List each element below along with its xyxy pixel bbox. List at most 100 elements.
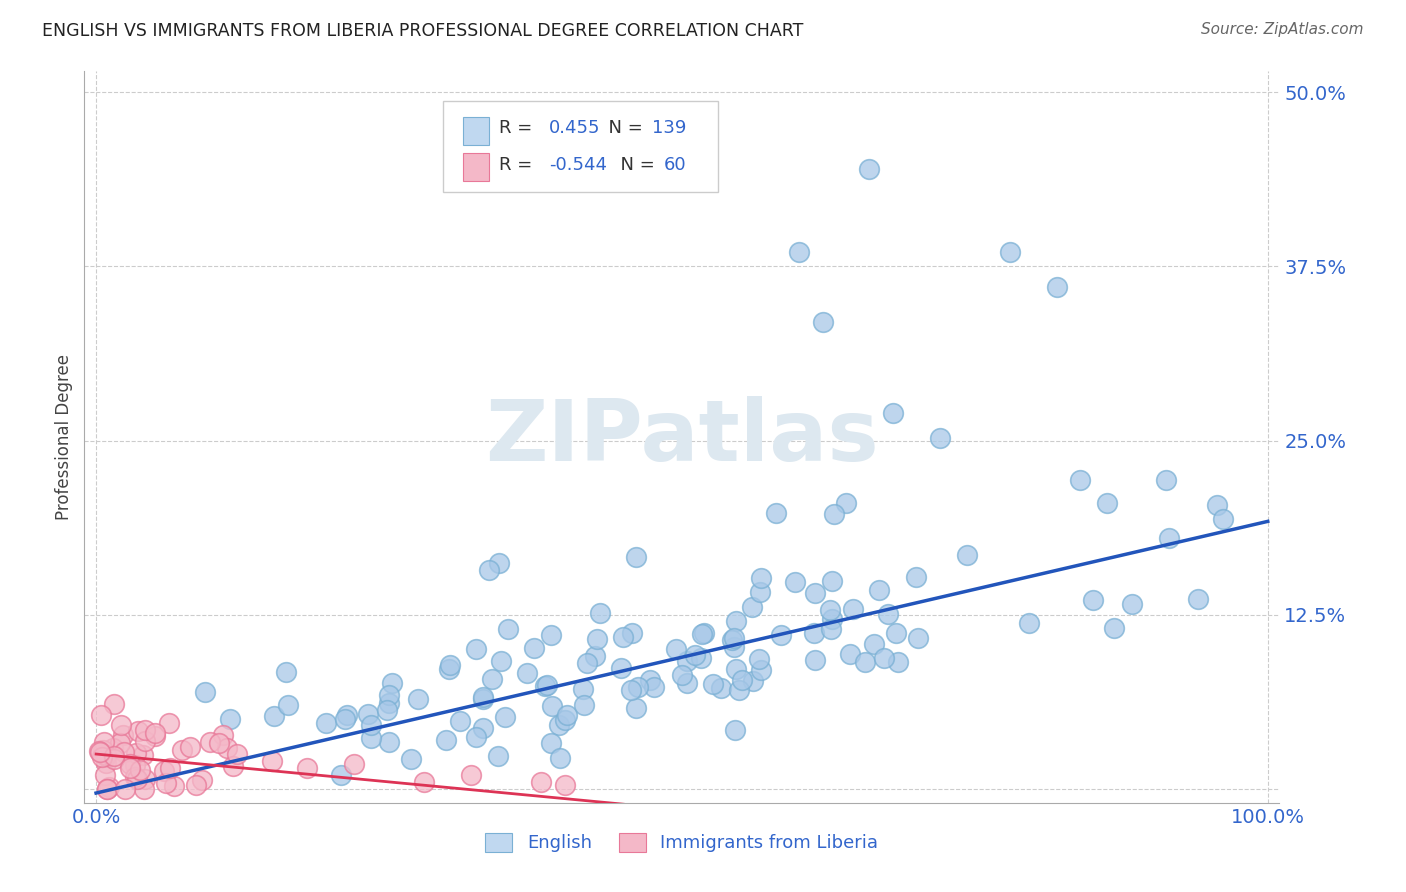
Point xyxy=(103,740,125,755)
Point xyxy=(191,772,214,787)
Text: R =: R = xyxy=(499,156,538,174)
Point xyxy=(218,712,240,726)
Point xyxy=(873,651,896,665)
Point xyxy=(1187,592,1209,607)
Point xyxy=(157,716,180,731)
Point xyxy=(748,652,770,666)
Point xyxy=(540,736,562,750)
Point xyxy=(770,628,793,642)
Point xyxy=(787,245,810,260)
Point xyxy=(465,642,488,657)
Point xyxy=(621,626,644,640)
Point xyxy=(886,656,908,670)
Text: Source: ZipAtlas.com: Source: ZipAtlas.com xyxy=(1201,22,1364,37)
Point xyxy=(671,668,693,682)
Point xyxy=(124,770,146,784)
Point xyxy=(1121,597,1143,611)
Point xyxy=(741,600,763,615)
Point xyxy=(378,696,401,710)
Point xyxy=(583,648,606,663)
Point xyxy=(820,603,842,617)
Point xyxy=(536,678,558,692)
Point xyxy=(643,680,665,694)
Point xyxy=(375,703,398,717)
Point xyxy=(835,496,858,510)
Point xyxy=(724,723,747,738)
Point xyxy=(783,574,806,589)
Text: N =: N = xyxy=(609,156,661,174)
Point xyxy=(460,768,482,782)
Point xyxy=(211,729,233,743)
Point xyxy=(811,315,834,329)
Point xyxy=(1212,512,1234,526)
Point xyxy=(1018,616,1040,631)
Point xyxy=(586,632,609,647)
Point xyxy=(820,574,842,589)
Point xyxy=(172,742,194,756)
Point xyxy=(530,775,553,789)
Point xyxy=(803,625,825,640)
Point xyxy=(118,756,141,771)
Point xyxy=(333,713,356,727)
Point xyxy=(554,778,576,792)
Point xyxy=(276,665,298,679)
Point xyxy=(548,751,571,765)
Point xyxy=(112,745,135,759)
Point xyxy=(1069,473,1091,487)
Point xyxy=(803,653,825,667)
Point xyxy=(343,756,366,771)
Point xyxy=(610,661,633,675)
Point xyxy=(186,778,208,792)
Point xyxy=(90,707,112,722)
Point xyxy=(437,661,460,675)
Point xyxy=(406,691,429,706)
Point xyxy=(94,756,117,771)
Point xyxy=(336,708,359,723)
Point xyxy=(93,735,115,749)
Point xyxy=(222,758,245,772)
Point xyxy=(143,729,166,743)
Point xyxy=(488,556,510,570)
Point xyxy=(548,718,571,732)
Point xyxy=(127,772,149,787)
Point xyxy=(378,735,401,749)
Point xyxy=(494,710,516,724)
Point xyxy=(217,740,239,755)
Point xyxy=(449,714,471,729)
Point xyxy=(574,698,596,713)
Text: 0.455: 0.455 xyxy=(550,120,600,137)
Point xyxy=(94,747,117,762)
Point xyxy=(103,748,125,763)
Point xyxy=(91,749,114,764)
Point xyxy=(179,740,201,755)
Point xyxy=(627,680,650,694)
Text: 60: 60 xyxy=(664,156,686,174)
Point xyxy=(841,602,863,616)
Point xyxy=(1095,496,1118,510)
Point xyxy=(94,768,117,782)
Point xyxy=(124,758,146,772)
Point xyxy=(905,570,928,584)
Point xyxy=(742,674,765,689)
Point xyxy=(127,723,149,738)
Point xyxy=(886,626,908,640)
Point xyxy=(749,663,772,677)
Point xyxy=(134,772,156,787)
Point xyxy=(198,735,221,749)
Point xyxy=(356,707,378,722)
Point xyxy=(434,733,457,747)
Point xyxy=(134,723,156,738)
Point xyxy=(534,679,557,693)
Point xyxy=(676,654,699,668)
Point xyxy=(765,506,787,520)
Point xyxy=(465,730,488,744)
Point xyxy=(554,713,576,727)
Point xyxy=(956,548,979,562)
Point xyxy=(118,761,141,775)
Point xyxy=(540,628,562,642)
Point xyxy=(401,752,423,766)
Point xyxy=(97,780,120,795)
Point xyxy=(620,683,643,698)
Point xyxy=(723,631,745,645)
Point xyxy=(1102,621,1125,635)
